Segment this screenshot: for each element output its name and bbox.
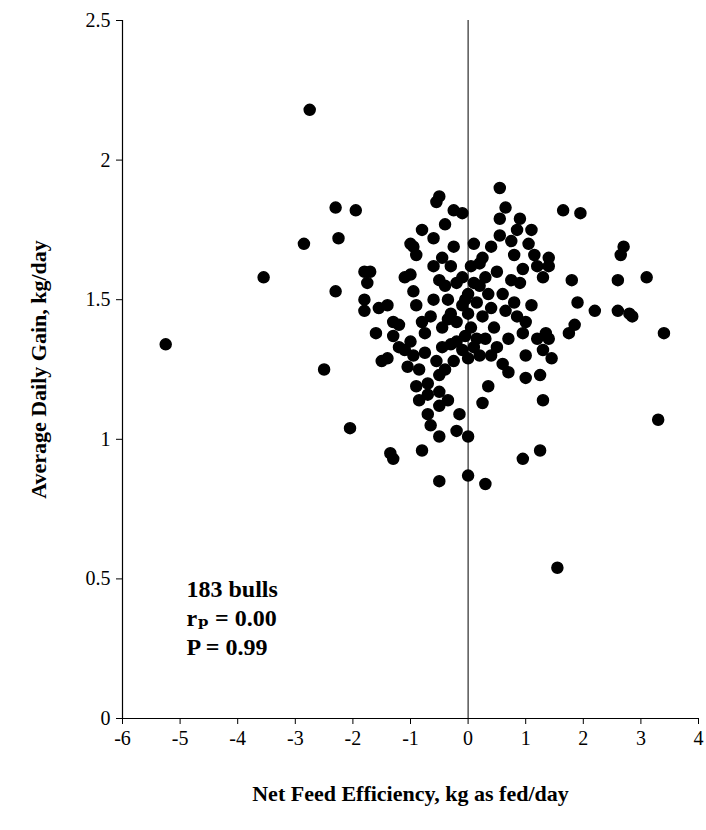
svg-text:-3: -3 [287, 727, 304, 749]
svg-text:-5: -5 [172, 727, 189, 749]
svg-text:2.5: 2.5 [86, 9, 111, 31]
svg-text:2: 2 [101, 149, 111, 171]
svg-text:Average Daily Gain, kg/day: Average Daily Gain, kg/day [26, 240, 51, 499]
svg-text:-6: -6 [114, 727, 131, 749]
svg-text:-4: -4 [229, 727, 246, 749]
svg-text:1: 1 [101, 428, 111, 450]
svg-text:-1: -1 [402, 727, 419, 749]
svg-text:1: 1 [521, 727, 531, 749]
svg-text:-2: -2 [345, 727, 362, 749]
svg-text:0: 0 [101, 707, 111, 729]
svg-text:1.5: 1.5 [86, 288, 111, 310]
svg-text:2: 2 [578, 727, 588, 749]
svg-text:4: 4 [694, 727, 704, 749]
svg-text:0.5: 0.5 [86, 567, 111, 589]
svg-text:183 bullsrₚ = 0.00P = 0.99: 183 bullsrₚ = 0.00P = 0.99 [187, 576, 278, 660]
svg-text:3: 3 [636, 727, 646, 749]
svg-text:Net Feed Efficiency, kg as fed: Net Feed Efficiency, kg as fed/day [252, 781, 569, 806]
svg-text:0: 0 [463, 727, 473, 749]
